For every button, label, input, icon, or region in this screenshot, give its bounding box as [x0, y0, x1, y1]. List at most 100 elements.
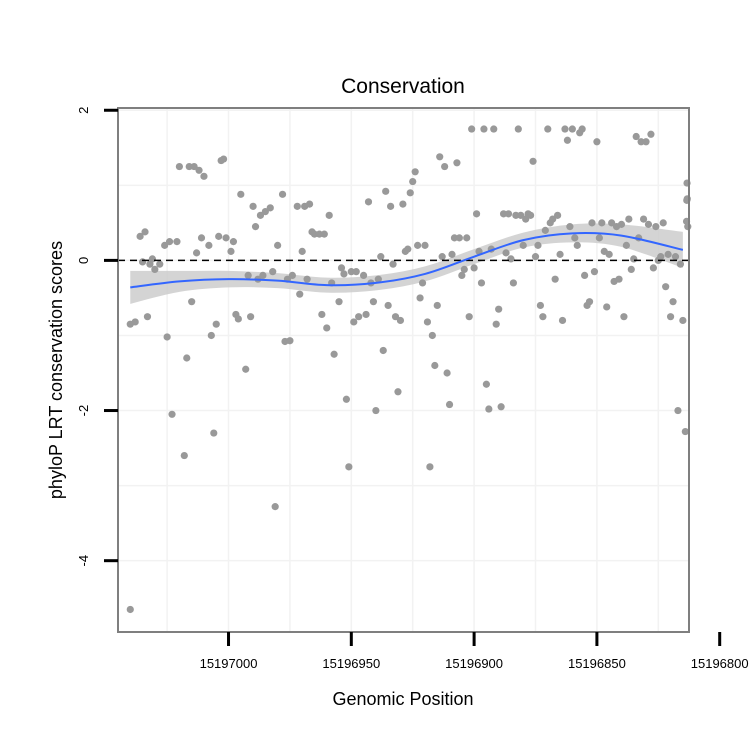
data-point — [318, 310, 326, 319]
data-point — [173, 238, 181, 246]
data-point — [426, 463, 434, 471]
data-point — [418, 279, 427, 287]
data-point — [330, 350, 338, 358]
data-point — [399, 200, 407, 208]
data-point — [504, 210, 513, 218]
data-point — [531, 253, 540, 261]
data-point — [409, 177, 417, 186]
data-point — [256, 211, 265, 219]
data-point — [472, 210, 481, 218]
data-point — [227, 247, 235, 255]
data-point — [443, 369, 451, 377]
data-point — [372, 406, 380, 415]
data-point — [659, 219, 667, 227]
data-point — [404, 245, 412, 253]
data-point — [642, 138, 650, 146]
data-point — [251, 223, 260, 231]
data-point — [288, 271, 296, 280]
data-point — [436, 153, 444, 161]
y-tick-label: 2 — [76, 107, 91, 114]
x-tick-label: 15196950 — [322, 656, 380, 671]
data-point — [681, 427, 689, 436]
data-point — [323, 324, 331, 332]
data-point — [220, 155, 228, 163]
data-point — [234, 315, 242, 323]
data-point — [433, 301, 441, 310]
data-point — [188, 298, 196, 306]
data-point — [286, 337, 294, 345]
data-point — [156, 260, 164, 268]
data-point — [212, 320, 220, 328]
data-point — [303, 275, 311, 283]
chart-title: Conservation — [341, 75, 465, 98]
data-point — [362, 310, 370, 319]
data-point — [536, 301, 545, 310]
data-point — [558, 316, 567, 325]
data-point — [374, 275, 382, 283]
data-point — [423, 318, 432, 326]
data-point — [293, 202, 301, 210]
data-point — [148, 255, 156, 263]
data-point — [229, 238, 238, 246]
data-point — [526, 211, 535, 219]
data-point — [470, 264, 478, 272]
data-point — [605, 250, 613, 258]
data-point — [192, 249, 201, 257]
data-point — [674, 406, 682, 415]
data-point — [529, 157, 537, 165]
data-point — [406, 189, 414, 197]
data-point — [603, 303, 611, 311]
data-point — [465, 313, 473, 321]
data-point — [414, 241, 422, 249]
data-point — [165, 238, 174, 246]
data-point — [266, 204, 274, 212]
data-point — [411, 168, 419, 176]
data-point — [578, 125, 586, 133]
data-point — [541, 226, 549, 234]
x-tick-label: 15197000 — [200, 656, 258, 671]
data-point — [197, 234, 206, 242]
data-point — [278, 190, 287, 198]
data-point — [598, 219, 606, 227]
data-point — [143, 313, 152, 321]
data-point — [458, 271, 466, 280]
data-point — [359, 271, 368, 280]
data-point — [136, 232, 144, 240]
data-point — [581, 271, 589, 280]
data-point — [485, 405, 493, 413]
data-point — [222, 234, 230, 242]
data-point — [551, 275, 559, 283]
data-point — [475, 247, 483, 255]
data-point — [495, 305, 503, 313]
data-points — [126, 125, 692, 614]
data-point — [652, 223, 660, 231]
data-point — [549, 215, 557, 223]
data-point — [138, 258, 147, 266]
data-point — [237, 190, 245, 198]
x-axis: 15197000 15196950 15196900 15196850 15196800 — [200, 632, 749, 671]
data-point — [477, 279, 486, 287]
data-point — [445, 400, 454, 409]
data-point — [593, 138, 601, 146]
data-point — [632, 132, 640, 141]
data-point — [377, 253, 385, 261]
data-point — [590, 268, 599, 276]
data-point — [468, 125, 476, 133]
data-point — [595, 234, 603, 242]
data-point — [175, 162, 183, 171]
data-point — [463, 234, 471, 242]
data-point — [490, 125, 498, 133]
data-point — [416, 294, 424, 302]
data-point — [200, 172, 208, 180]
smooth-line-layer — [130, 232, 684, 289]
data-point — [389, 260, 397, 268]
data-point — [391, 313, 400, 321]
x-axis-title: Genomic Position — [332, 689, 473, 709]
y-axis-title: phyloP LRT conservation scores — [46, 241, 66, 499]
data-point — [320, 230, 328, 238]
data-point — [242, 365, 250, 373]
data-point — [561, 125, 569, 133]
data-point — [384, 301, 392, 310]
data-point — [190, 162, 198, 171]
data-point — [161, 241, 169, 249]
